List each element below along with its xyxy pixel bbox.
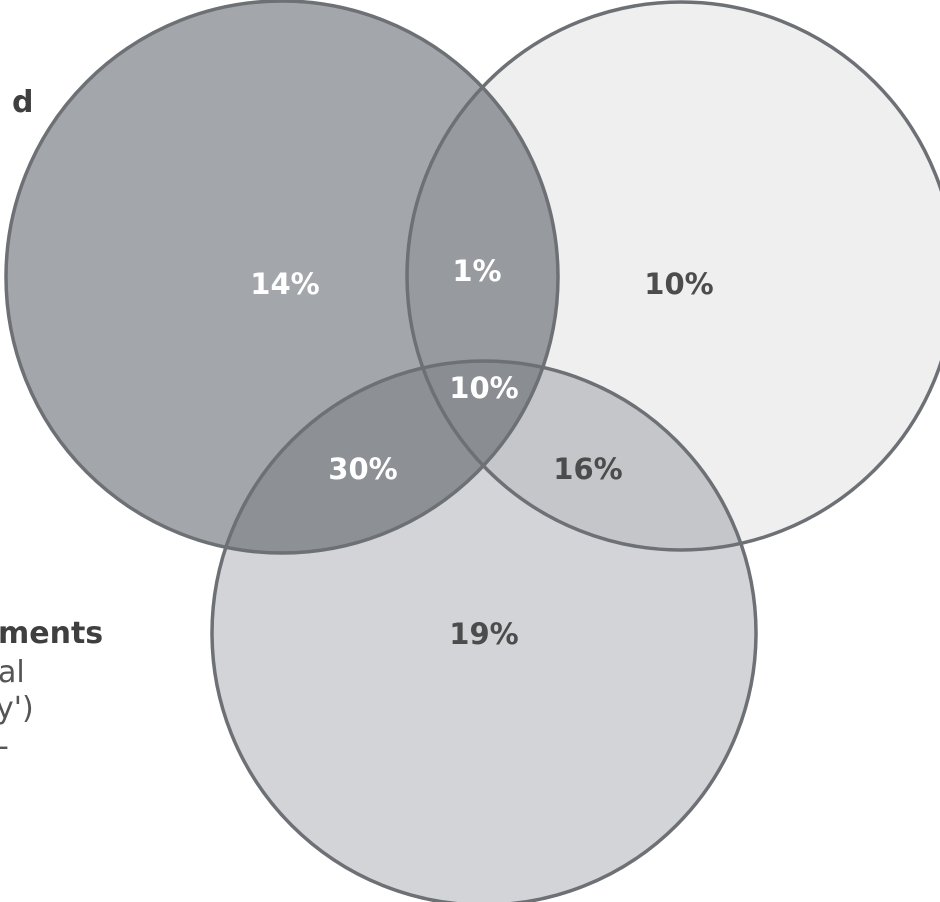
overlap-a-c xyxy=(212,361,558,553)
region-label-a-and-b-and-c: 10% xyxy=(449,371,518,405)
region-label-a-and-b: 1% xyxy=(452,254,501,288)
overlap-b-c xyxy=(407,361,756,550)
region-label-a-only: 14% xyxy=(250,267,319,301)
overlap-b-c-clip xyxy=(407,361,756,550)
overlap-a-c-clip xyxy=(212,361,558,553)
clipped-heading-bottom: ments xyxy=(0,616,104,651)
region-label-a-and-c: 30% xyxy=(328,452,397,486)
region-label-b-only: 10% xyxy=(644,267,713,301)
clipped-text-line-1: al xyxy=(0,655,25,690)
region-label-c-only: 19% xyxy=(449,617,518,651)
venn-circle-b-outline xyxy=(405,0,940,552)
venn-circle-a-outline xyxy=(4,0,560,555)
clipped-text-line-3: - xyxy=(0,730,9,764)
clipped-heading-top: d xyxy=(12,85,34,120)
region-label-b-and-c: 16% xyxy=(553,452,622,486)
venn-circle-c-outline xyxy=(210,359,758,902)
clipped-text-line-2: y') xyxy=(0,691,34,726)
